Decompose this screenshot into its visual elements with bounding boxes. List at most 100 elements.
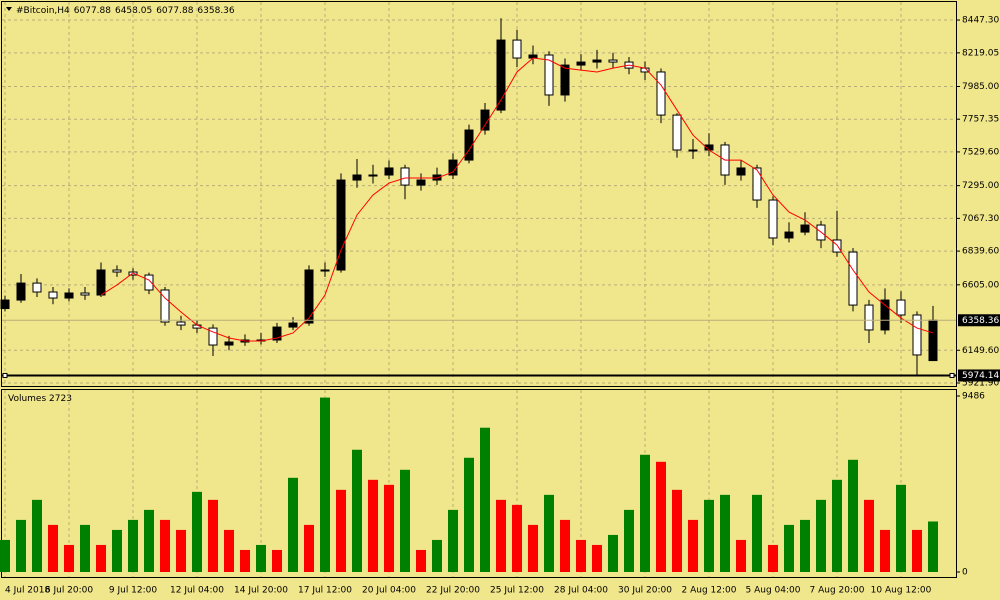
candle-body [288,322,298,328]
level-label: 5974.14 [962,371,999,381]
y-tick-label: 0 [962,568,968,578]
volume-bar [640,454,650,572]
candle-body [496,39,506,111]
volume-bar [800,519,810,572]
x-tick-label: 5 Aug 04:00 [746,586,801,596]
level-handle [2,372,8,378]
candle-body [480,109,490,131]
volume-bar [96,544,106,572]
volume-bar [400,469,410,572]
volume-bar [368,479,378,572]
candle-body [736,167,746,176]
volume-bar [768,544,778,572]
volume-bar [384,484,394,572]
volume-bar [736,539,746,572]
candle-body [64,292,74,299]
x-tick-label: 12 Jul 04:00 [170,586,224,596]
candle-body [304,269,314,324]
y-tick-label: 7295.00 [962,181,999,191]
candle-body [272,326,282,341]
volume-bar [176,529,186,572]
volume-bar [352,449,362,572]
volume-bar [752,494,762,572]
volume-bar [592,544,602,572]
candle-body [672,114,682,151]
candle-body [864,304,874,331]
candle-body [832,239,842,253]
candle-body [80,292,90,296]
y-tick-label: 6605.00 [962,280,999,290]
candle-body [144,274,154,291]
x-tick-label: 9 Jul 12:00 [109,586,158,596]
volume-bar [240,549,250,572]
volume-bar [720,494,730,572]
candle-body [32,282,42,293]
volume-bar [496,499,506,572]
candle-body [544,54,554,96]
x-tick-label: 2 Aug 12:00 [682,586,737,596]
candle-body [208,327,218,346]
volume-bar [192,491,202,572]
candle-body [688,149,698,152]
volume-bar [432,539,442,572]
menu-arrow[interactable] [6,7,12,11]
volume-bar [64,544,74,572]
candle-body [768,199,778,239]
price-frame [1,1,957,387]
x-tick-label: 28 Jul 04:00 [554,586,608,596]
y-tick-label: 9486 [962,392,985,402]
candle-body [896,299,906,316]
y-tick-label: 7985.00 [962,82,999,92]
volume-bar [928,521,938,572]
candle-body [880,299,890,331]
volume-bar [160,519,170,572]
candle-body [848,251,858,306]
volume-bar [624,509,634,572]
candle-body [336,179,346,271]
level-handle [949,372,955,378]
volume-bar [448,509,458,572]
volume-bar [0,539,10,572]
volume-bar [144,509,154,572]
volume-bar [912,529,922,572]
candle-body [512,39,522,59]
volume-bar [336,489,346,572]
candle-body [928,319,938,362]
volume-frame [1,389,957,578]
volume-bar [656,461,666,572]
volume-bar [16,519,26,572]
volume-bar [704,499,714,572]
candle-body [16,282,26,301]
volume-bar [320,397,330,572]
volume-bar [208,499,218,572]
volume-name: Volumes [8,394,46,404]
candle-body [368,174,378,177]
volume-bar [544,494,554,572]
candle-body [0,299,10,310]
volume-bar [224,529,234,572]
candle-body [912,314,922,356]
candle-body [448,159,458,176]
volume-bar [896,484,906,572]
header-field: 6358.36 [197,6,234,16]
volume-bar [848,459,858,572]
x-tick-label: 22 Jul 20:00 [426,586,480,596]
volume-bar [512,504,522,572]
volume-bar [528,524,538,572]
volume-bar [864,499,874,572]
volume-bar [32,499,42,572]
candle-body [384,167,394,176]
x-tick-label: 14 Jul 20:00 [234,586,288,596]
y-tick-label: 6839.60 [962,247,999,257]
x-tick-label: 17 Jul 12:00 [298,586,352,596]
candle-body [576,61,586,66]
x-tick-label: 4 Jul 2018 [5,586,50,596]
chart-header: #Bitcoin,H4 6077.88 6458.05 6077.88 6358.36 [16,6,235,16]
candle-body [592,59,602,63]
candle-body [752,167,762,201]
candle-body [784,231,794,239]
x-tick-label: 30 Jul 20:00 [618,586,672,596]
candle-body [800,224,810,233]
